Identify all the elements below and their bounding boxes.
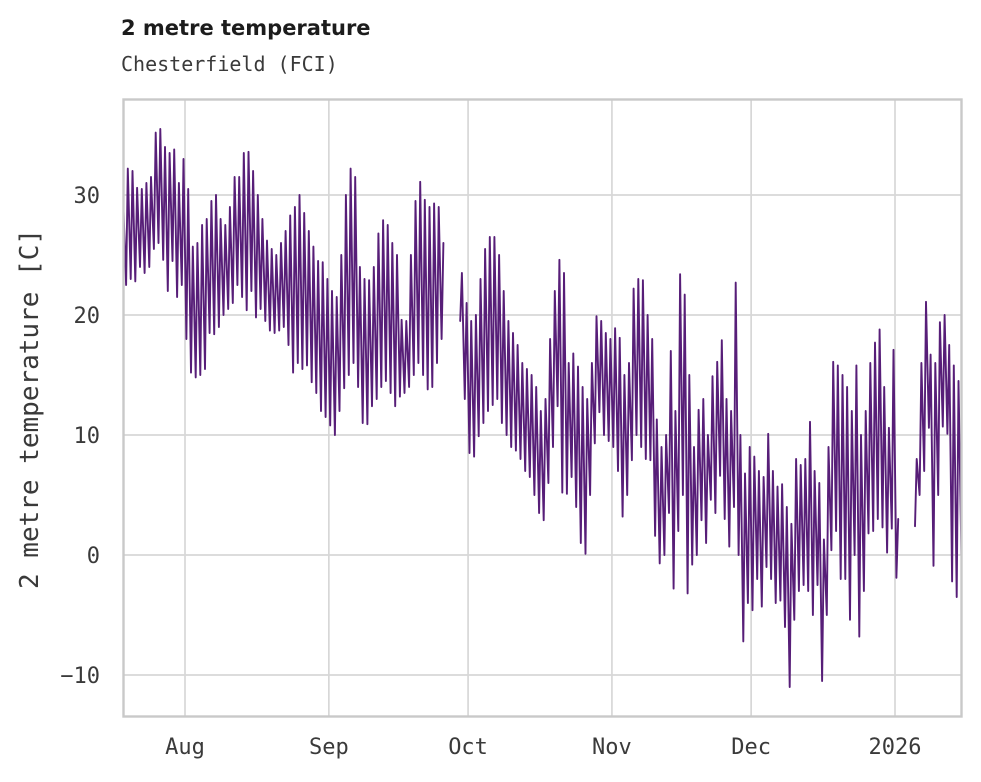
x-tick-label: Oct <box>448 735 488 760</box>
y-tick-label: 0 <box>87 544 100 569</box>
y-tick-label: 30 <box>74 184 101 209</box>
chart-subtitle: Chesterfield (FCI) <box>121 52 338 76</box>
x-tick-label: Dec <box>731 735 771 760</box>
plot-border <box>122 98 963 718</box>
temperature-line <box>914 300 962 598</box>
y-tick-label: 20 <box>74 304 101 329</box>
chart-title: 2 metre temperature <box>121 16 371 40</box>
y-tick-label: 10 <box>74 424 101 449</box>
temperature-line <box>123 128 445 436</box>
y-tick-label: −10 <box>60 664 100 689</box>
x-tick-label: Sep <box>309 735 349 760</box>
x-tick-label: Nov <box>592 735 632 760</box>
temperature-line <box>459 236 900 688</box>
x-tick-label: Aug <box>165 735 205 760</box>
x-tick-label: 2026 <box>869 735 922 760</box>
